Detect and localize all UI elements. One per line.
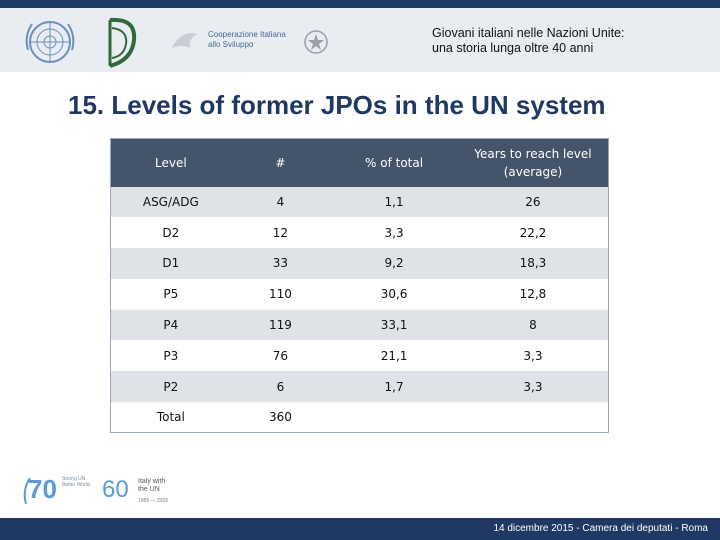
italy-un-60-number: 60 <box>102 476 129 503</box>
header-title-line1: Giovani italiani nelle Nazioni Unite: <box>432 26 625 40</box>
cell-level: ASG/ADG <box>142 194 199 209</box>
cell-years: 18,3 <box>519 256 547 271</box>
header-years-line2: (average) <box>503 164 563 179</box>
table-row-total: Total 360 <box>111 402 609 433</box>
cell-years: 22,2 <box>519 225 547 240</box>
cell-count: 12 <box>272 225 289 240</box>
table-row: P3 76 21,1 3,3 <box>111 340 609 371</box>
cell-years <box>458 402 609 433</box>
table-row: P5 110 30,6 12,8 <box>111 279 609 310</box>
header-title-line2: una storia lunga oltre 40 anni <box>432 41 594 55</box>
cell-percent: 33,1 <box>380 318 408 333</box>
cell-percent: 1,1 <box>384 194 404 209</box>
cell-count: 360 <box>268 410 292 425</box>
italy-un-60-logo: 60 Italy with the UN 1955 — 2015 <box>102 470 202 510</box>
table-row: D1 33 9,2 18,3 <box>110 248 609 279</box>
italian-republic-emblem-icon <box>304 30 328 54</box>
un70-logo: 70 <box>20 470 90 510</box>
cell-percent: 1,7 <box>384 379 404 394</box>
cooperazione-italiana-logo: Cooperazione Italiana allo Sviluppo <box>168 24 296 64</box>
table-row: D2 12 3,3 22,2 <box>111 217 609 248</box>
cell-level: D1 <box>162 256 180 271</box>
header-percent: % of total <box>365 155 424 170</box>
un70-number: 70 <box>28 474 57 504</box>
cell-years: 3,3 <box>523 379 543 394</box>
header-level: Level <box>154 155 187 170</box>
header-years-line1: Years to reach level <box>474 146 592 161</box>
table-row: ASG/ADG 4 1,1 26 <box>110 186 609 218</box>
un70-tagline: Strong UN. Better World. <box>62 476 92 488</box>
footer-logo-band <box>0 462 720 518</box>
italy-un-60-text: Italy with the UN <box>138 478 166 493</box>
top-band <box>0 0 720 8</box>
footer-bar <box>0 518 720 540</box>
un-emblem-icon <box>25 21 75 63</box>
cell-percent: 30,6 <box>380 287 408 302</box>
cooperazione-italiana-logo-icon <box>172 33 198 48</box>
italian-mission-logo-icon <box>108 17 137 68</box>
cell-count: 119 <box>268 318 292 333</box>
table-row: P2 6 1,7 3,3 <box>110 371 609 403</box>
header-count: # <box>275 155 286 170</box>
cell-percent <box>330 402 458 433</box>
table-row: P4 119 33,1 8 <box>110 309 609 341</box>
cell-count: 33 <box>272 256 289 271</box>
cell-years: 8 <box>529 318 537 333</box>
cell-count: 4 <box>276 194 285 209</box>
un70-laurel-icon <box>23 477 31 505</box>
cell-percent: 3,3 <box>384 225 404 240</box>
coop-line1: Cooperazione Italiana <box>208 30 286 39</box>
header-title: Giovani italiani nelle Nazioni Unite: un… <box>432 26 624 56</box>
cell-years: 3,3 <box>523 348 543 363</box>
cell-level: P5 <box>163 287 179 302</box>
header-years: Years to reach level (average) <box>458 139 609 187</box>
cell-level: P4 <box>163 318 179 333</box>
cell-level: P2 <box>163 379 179 394</box>
table-header-row: Level # % of total Years to reach level … <box>110 138 609 187</box>
slide-title: 15. Levels of former JPOs in the UN syst… <box>68 90 606 120</box>
jpo-levels-table: Level # % of total Years to reach level … <box>110 138 609 434</box>
cell-level: D2 <box>162 225 180 240</box>
italy-un-60-years: 1955 — 2015 <box>138 498 169 504</box>
cell-count: 6 <box>276 379 285 394</box>
cell-level: Total <box>156 410 185 425</box>
cell-percent: 9,2 <box>384 256 404 271</box>
cell-percent: 21,1 <box>380 348 408 363</box>
coop-line2: allo Sviluppo <box>208 40 254 49</box>
cell-years: 12,8 <box>519 287 547 302</box>
footer-text: 14 dicembre 2015 - Camera dei deputati -… <box>493 523 708 534</box>
cell-level: P3 <box>163 348 179 363</box>
cell-count: 76 <box>272 348 289 363</box>
cell-years: 26 <box>525 194 541 209</box>
cell-count: 110 <box>268 287 292 302</box>
